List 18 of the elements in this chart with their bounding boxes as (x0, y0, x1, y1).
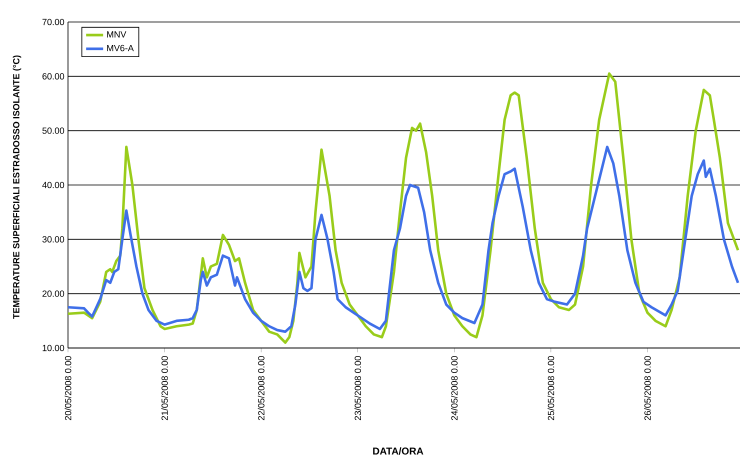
x-tick-label: 24/05/2008 0.00 (451, 356, 458, 420)
x-tick-label: 21/05/2008 0.00 (161, 356, 168, 420)
y-tick-label: 60.00 (42, 73, 64, 80)
x-tick-label: 20/05/2008 0.00 (64, 356, 72, 420)
y-tick-label: 10.00 (42, 344, 64, 352)
x-tick-label: 25/05/2008 0.00 (548, 356, 554, 420)
x-axis-title: DATA/ORA (373, 447, 424, 455)
y-tick-label: 30.00 (42, 236, 64, 243)
x-tick-label: 23/05/2008 0.00 (354, 356, 362, 420)
y-tick-label: 70.00 (42, 18, 64, 26)
y-tick-label: 50.00 (42, 127, 64, 134)
x-tick-label: 22/05/2008 0.00 (258, 356, 264, 420)
legend-label: MNV (107, 31, 126, 38)
y-tick-label: 40.00 (42, 182, 64, 188)
y-axis-title: TEMPERATURE SUPERFICIALI ESTRADOSSO ISOLANTE (°C) (12, 55, 22, 319)
legend-label: MV6-A (107, 44, 134, 52)
x-tick-label: 26/05/2008 0.00 (644, 356, 651, 420)
y-tick-label: 20.00 (42, 290, 64, 297)
